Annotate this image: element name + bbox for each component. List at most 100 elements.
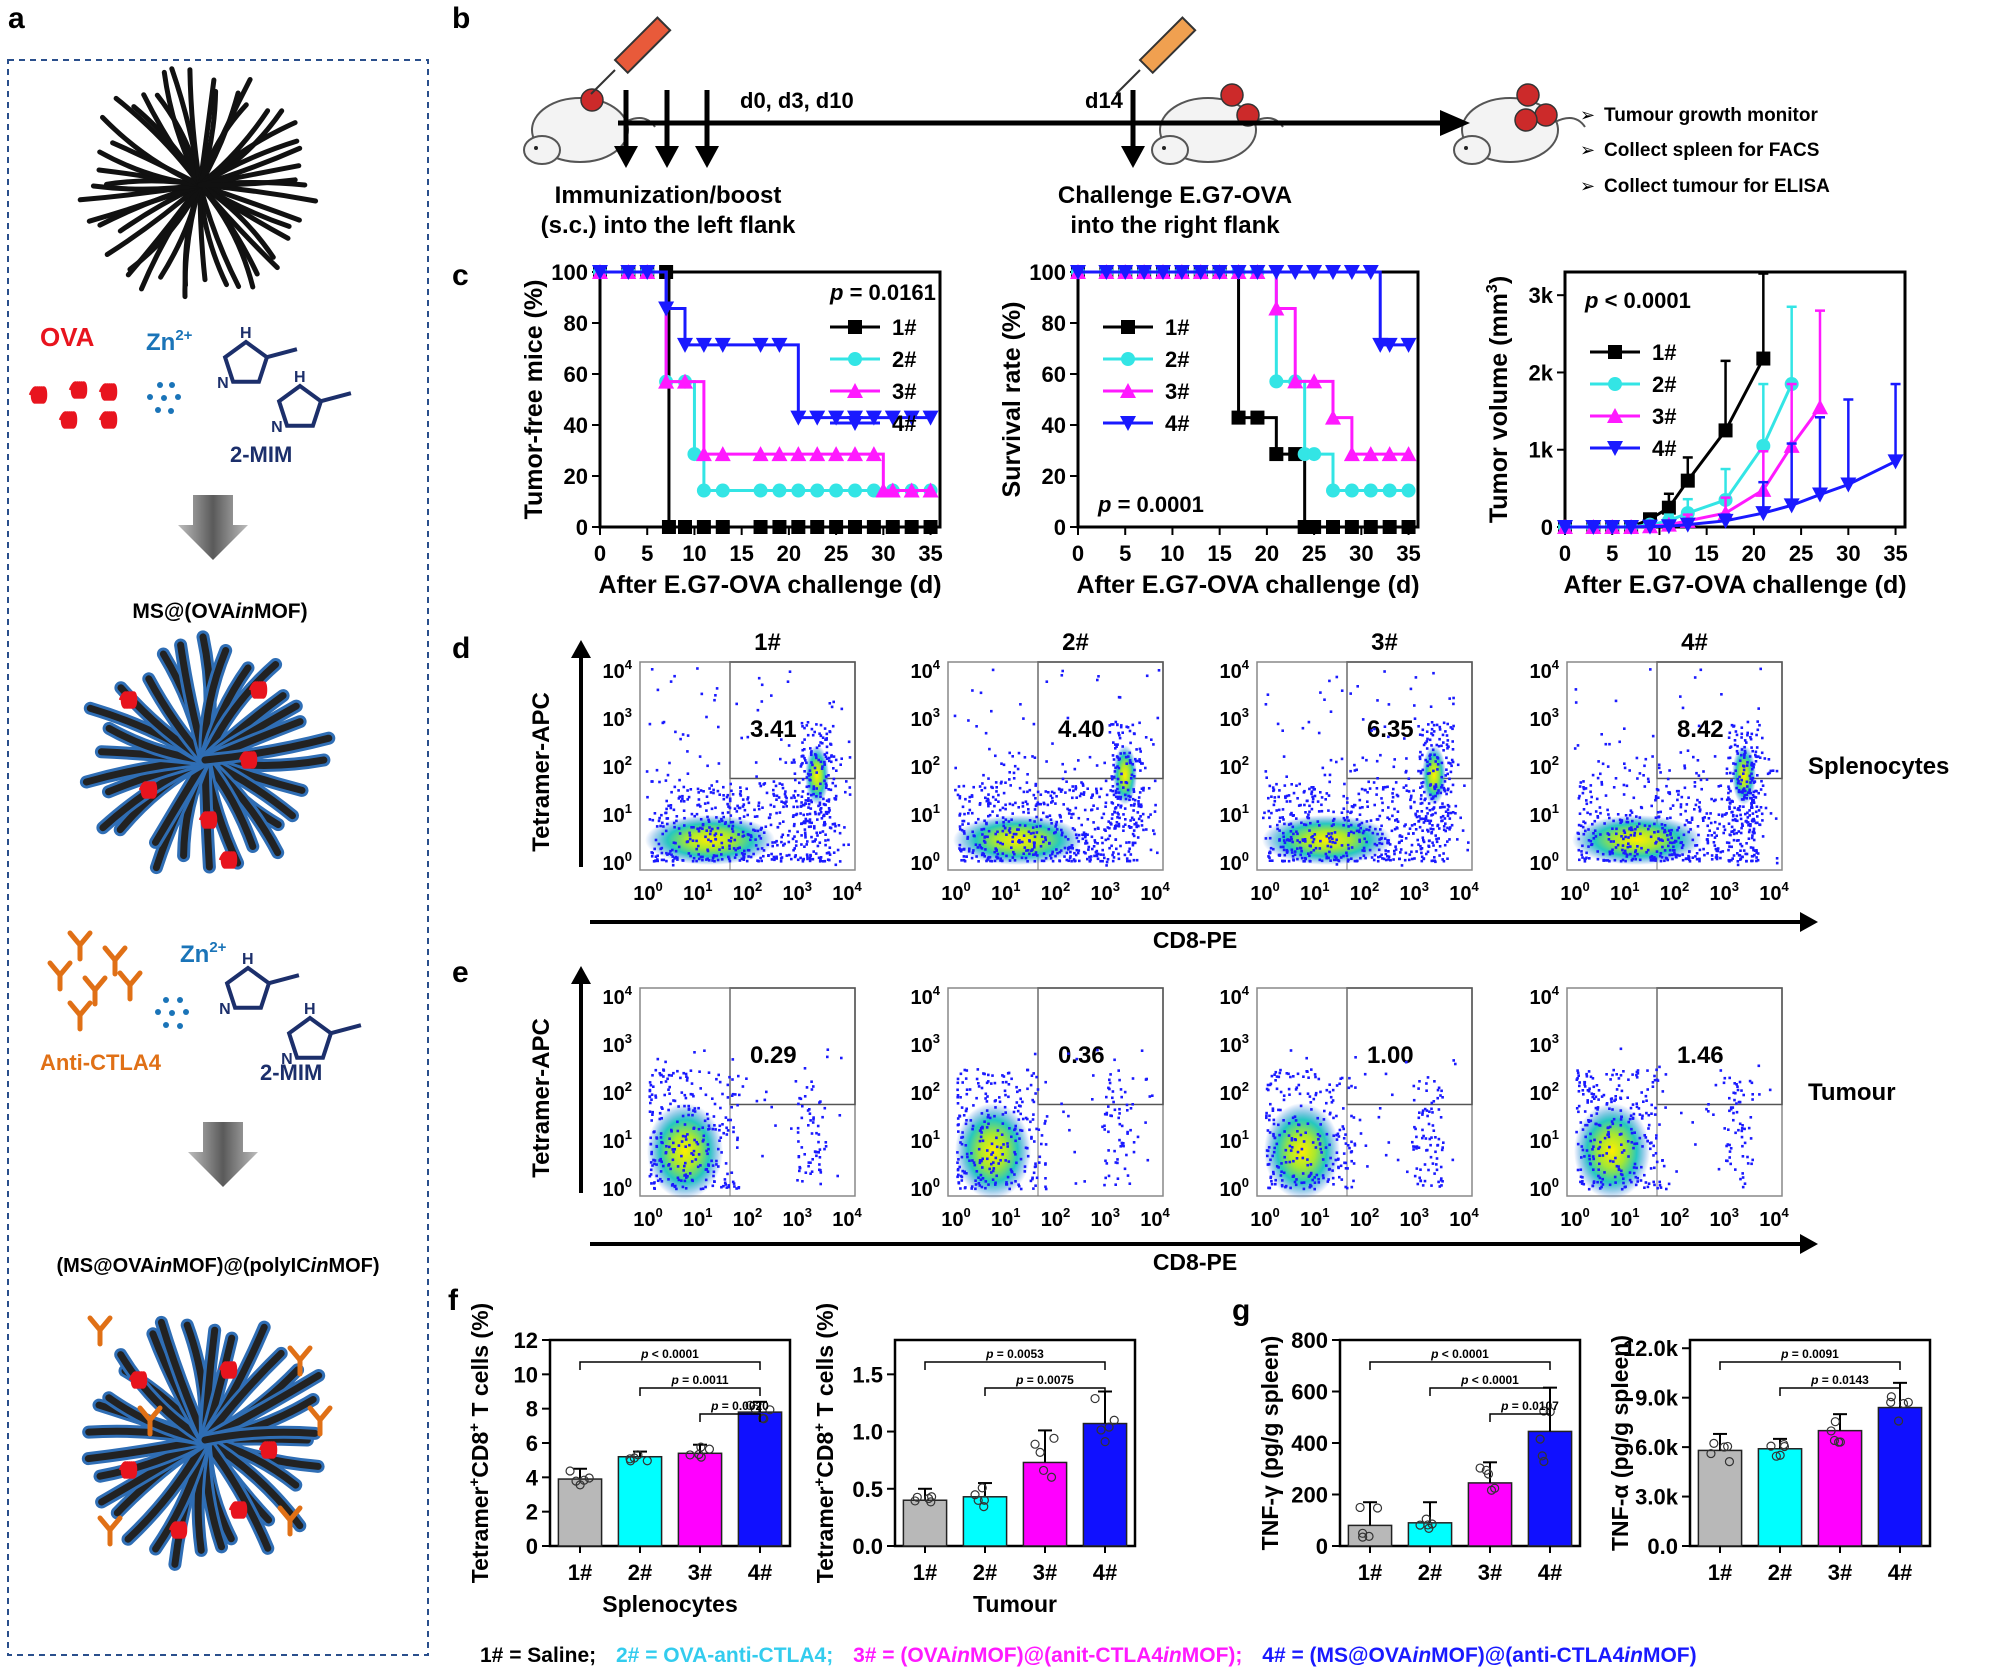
event-dot	[978, 1161, 982, 1165]
event-dot	[1583, 1155, 1586, 1158]
event-dot	[1413, 1145, 1417, 1149]
event-dot	[985, 1109, 989, 1112]
event-dot	[1134, 759, 1138, 763]
event-dot	[804, 802, 807, 805]
event-dot	[965, 1088, 969, 1091]
event-dot	[1755, 805, 1759, 808]
event-dot	[1054, 823, 1058, 826]
event-dot	[1425, 1089, 1428, 1092]
event-dot	[1600, 1095, 1604, 1098]
event-dot	[660, 1141, 663, 1144]
event-dot	[1608, 850, 1612, 854]
marker-square	[696, 520, 711, 534]
event-dot	[1728, 805, 1731, 809]
marker-square	[661, 520, 676, 534]
event-dot	[785, 854, 789, 857]
event-dot	[1281, 1179, 1284, 1182]
event-dot	[1067, 1114, 1070, 1118]
event-dot	[1096, 807, 1099, 810]
event-dot	[1617, 1165, 1620, 1168]
event-dot	[1391, 814, 1394, 818]
event-dot	[730, 1105, 733, 1109]
event-dot	[1008, 827, 1012, 830]
event-dot	[1103, 828, 1106, 831]
event-dot	[1576, 1071, 1580, 1075]
event-dot	[1743, 756, 1746, 759]
event-dot	[818, 744, 821, 747]
event-dot	[1022, 852, 1025, 855]
event-dot	[726, 802, 729, 806]
event-dot	[1728, 1150, 1732, 1153]
event-dot	[1653, 1113, 1657, 1116]
event-dot	[1112, 763, 1115, 767]
event-dot	[1100, 836, 1104, 839]
event-dot	[1586, 1101, 1589, 1104]
event-dot	[995, 1174, 998, 1178]
event-dot	[812, 1116, 815, 1119]
event-dot	[834, 863, 838, 867]
event-dot	[758, 834, 761, 838]
event-dot	[1084, 839, 1088, 843]
event-dot	[1127, 794, 1130, 798]
event-dot	[1661, 839, 1664, 842]
y-axis-label: Tetramer-APC	[528, 1018, 555, 1178]
zn-label-2: Zn2+	[180, 939, 227, 968]
event-dot	[1599, 833, 1602, 836]
event-dot	[1719, 856, 1722, 860]
x-tick-label: 101	[1300, 879, 1329, 905]
event-dot	[699, 1187, 703, 1191]
event-dot	[1329, 758, 1333, 762]
event-dot	[1304, 857, 1307, 861]
event-dot	[726, 793, 730, 797]
event-dot	[1318, 847, 1322, 850]
event-dot	[1624, 835, 1627, 839]
event-dot	[1591, 822, 1594, 826]
event-dot	[1652, 1154, 1655, 1157]
event-dot	[1442, 786, 1446, 790]
event-dot	[1008, 859, 1012, 862]
event-dot	[1077, 816, 1081, 820]
event-dot	[1668, 841, 1672, 844]
event-dot	[819, 795, 822, 798]
event-dot	[1600, 1180, 1603, 1184]
y-tick-label: 101	[1530, 1127, 1559, 1153]
event-dot	[829, 743, 833, 746]
event-dot	[684, 1187, 688, 1190]
event-dot	[819, 1182, 822, 1186]
event-dot	[1137, 824, 1140, 828]
event-dot	[1031, 755, 1034, 758]
event-dot	[1610, 850, 1614, 853]
event-dot	[1449, 826, 1452, 829]
event-dot	[1319, 791, 1322, 794]
event-dot	[1291, 1116, 1295, 1120]
event-dot	[799, 765, 803, 768]
event-dot	[720, 1185, 723, 1189]
event-dot	[1007, 829, 1011, 832]
event-dot	[1440, 784, 1444, 787]
y-tick-label: 60	[564, 362, 588, 387]
event-dot	[686, 798, 689, 801]
event-dot	[742, 855, 745, 858]
event-dot	[1125, 841, 1128, 844]
event-dot	[800, 795, 804, 798]
event-dot	[1011, 840, 1014, 843]
event-dot	[720, 1151, 723, 1154]
event-dot	[705, 1149, 708, 1153]
event-dot	[1655, 840, 1658, 844]
event-dot	[1010, 846, 1013, 849]
event-dot	[1027, 808, 1030, 811]
event-dot	[1328, 773, 1332, 777]
event-dot	[1629, 1114, 1633, 1117]
event-dot	[1341, 1125, 1345, 1128]
gate-value: 3.41	[750, 716, 797, 743]
marker-triangle-down	[1211, 265, 1228, 280]
x-tick-label: 102	[1350, 1205, 1379, 1231]
event-dot	[1114, 806, 1118, 809]
event-dot	[1132, 732, 1136, 735]
event-dot	[1683, 764, 1686, 767]
event-dot	[683, 1164, 686, 1168]
event-dot	[1018, 786, 1022, 790]
event-dot	[1340, 811, 1344, 814]
event-dot	[1096, 852, 1100, 856]
event-dot	[1598, 1154, 1601, 1157]
